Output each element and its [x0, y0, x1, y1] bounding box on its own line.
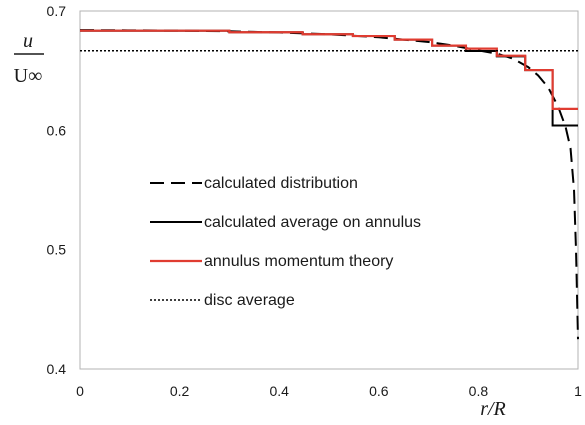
- series-line-2: [80, 29, 578, 127]
- x-tick-label: 1: [574, 383, 582, 399]
- plot-frame: [79, 10, 579, 370]
- y-tick-label: 0.4: [47, 361, 67, 377]
- series-line-3: [80, 29, 578, 110]
- series-line-1: [79, 29, 579, 340]
- legend-label-1: calculated distribution: [204, 175, 358, 192]
- y-axis-label: u U∞: [14, 30, 44, 87]
- y-tick-label: 0.5: [47, 242, 67, 258]
- legend-label-4: disc average: [204, 292, 295, 309]
- y-axis-label-numerator: u: [23, 30, 33, 52]
- legend: calculated distribution calculated averag…: [150, 175, 421, 309]
- legend-label-3: annulus momentum theory: [204, 253, 393, 270]
- x-tick-label: 0.2: [170, 383, 190, 399]
- x-tick-labels: 0 0.2 0.4 0.6 0.8 1: [76, 383, 582, 399]
- series-layer: [79, 29, 579, 340]
- legend-label-2: calculated average on annulus: [204, 214, 421, 231]
- x-tick-label: 0.4: [269, 383, 289, 399]
- y-tick-labels: 0.4 0.5 0.6 0.7: [47, 3, 67, 377]
- y-axis-label-denominator: U∞: [14, 65, 43, 87]
- x-tick-label: 0: [76, 383, 84, 399]
- y-tick-label: 0.6: [47, 122, 67, 138]
- x-axis-label: r/R: [480, 398, 506, 420]
- x-tick-label: 0.8: [469, 383, 489, 399]
- x-tick-label: 0.6: [369, 383, 389, 399]
- y-tick-label: 0.7: [47, 3, 67, 19]
